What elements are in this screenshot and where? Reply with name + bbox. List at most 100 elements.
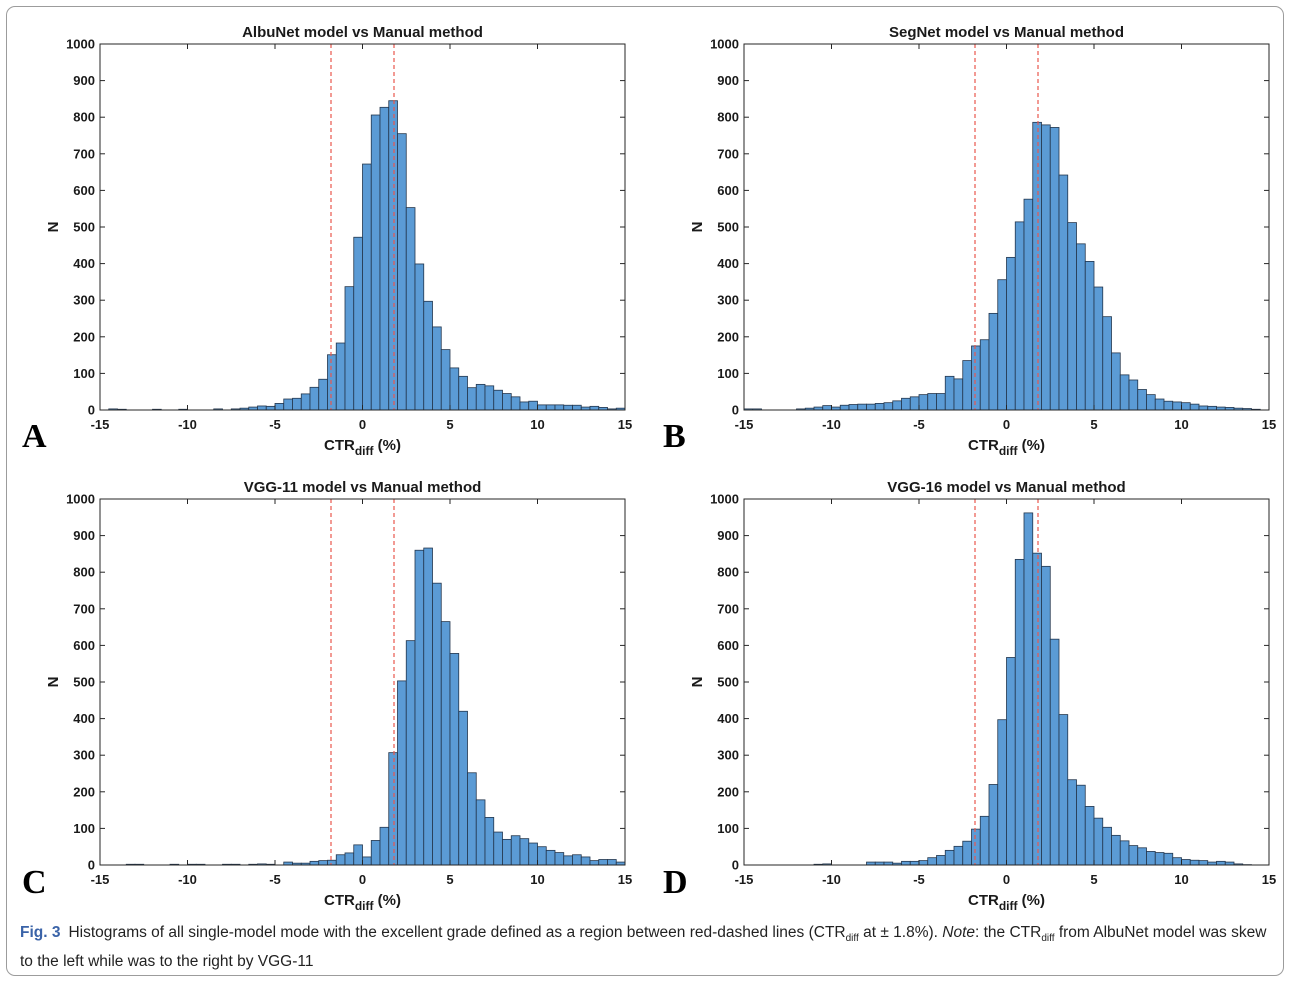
histogram-bar [1172,401,1182,411]
histogram-bar [1058,714,1069,866]
caption-text-3: : the CTR [975,924,1042,941]
histogram-bar [1181,859,1191,866]
histogram-bar [309,860,320,866]
histogram-bar [1041,124,1051,411]
y-tick-label: 0 [88,403,95,418]
y-tick-label: 700 [73,146,95,161]
x-tick-label: 10 [530,872,544,887]
histogram-bar [1023,512,1034,866]
y-tick-label: 700 [73,601,95,616]
x-tick-label: -10 [178,872,197,887]
y-tick-label: 1000 [710,492,739,507]
x-tick-label: -5 [269,872,281,887]
histogram-bar [423,300,433,411]
x-tick-label: 10 [530,417,544,432]
histogram-bar [572,854,582,866]
histogram-bar [440,349,451,411]
y-tick-label: 200 [73,329,95,344]
histogram-bar [1084,261,1095,411]
chart-title: VGG-11 model vs Manual method [244,479,482,496]
x-tick-label: -5 [913,417,925,432]
plot-area-border [99,498,626,866]
histogram-bar [545,849,556,866]
histogram-bar [598,859,608,866]
y-tick-label: 300 [717,293,739,308]
histogram-bar [1181,402,1191,411]
histogram-bar [1146,851,1156,866]
histogram-bar [1058,174,1069,411]
panel-letter: D [663,864,688,901]
y-tick-label: 100 [73,366,95,381]
histogram-bar [874,403,885,411]
histogram-bar [528,842,538,866]
histogram-bar [944,375,955,411]
histogram-bar [901,860,911,866]
histogram-bar [971,345,981,411]
y-axis-label: N [689,677,706,688]
caption-text-4: from AlbuNet model was skew to the left … [20,924,1267,971]
histogram-bar [1216,860,1226,866]
histogram-bar [1032,552,1042,866]
histogram-bar [362,856,372,866]
histogram-bar [1041,565,1051,866]
histogram-bar [962,840,972,866]
histogram-bar [936,393,946,411]
histogram-bars [813,512,1252,866]
histogram-bar [397,680,407,866]
histogram-bar [1093,817,1104,866]
y-tick-label: 100 [73,821,95,836]
histogram-bar [857,403,867,411]
x-tick-label: 0 [1003,872,1010,887]
histogram-bar [1207,405,1217,411]
histogram-bar [1093,286,1104,411]
histogram-bar [545,404,556,411]
y-tick-label: 300 [73,293,95,308]
y-tick-label: 200 [717,784,739,799]
x-tick-label: -10 [822,872,841,887]
chart-title: VGG-16 model vs Manual method [887,479,1125,496]
caption-text-2: at ± 1.8%). [858,924,943,941]
histogram-bar [493,831,503,866]
x-tick-label: 15 [618,417,632,432]
panel-letter: A [22,418,47,455]
histogram-bar [1049,638,1060,866]
histogram-bar [1006,256,1016,411]
y-tick-label: 900 [717,528,739,543]
x-tick-label: 15 [1262,417,1276,432]
histogram-bar [1067,222,1077,411]
histogram-bar [572,404,582,411]
histogram-bar [1198,860,1209,866]
histogram-bar [327,859,337,866]
histogram-bar [405,640,416,866]
y-tick-label: 600 [73,183,95,198]
histogram-bar [414,263,425,411]
histogram-bar [335,854,346,866]
histogram-bar [510,396,521,411]
chart-title: AlbuNet model vs Manual method [242,24,483,41]
y-tick-label: 500 [717,220,739,235]
histogram-bar [432,582,442,866]
x-tick-label: 10 [1174,872,1188,887]
x-tick-label: 5 [446,417,453,432]
y-tick-label: 500 [717,675,739,690]
histogram-bar [1119,374,1130,411]
y-tick-label: 300 [717,748,739,763]
y-tick-label: 1000 [66,492,95,507]
histogram-bar [467,772,477,866]
histogram-bar [1014,221,1025,411]
histogram-bar [580,856,591,866]
histogram-bar [458,375,468,411]
histogram-bar [274,403,285,411]
histogram-bar [292,397,302,411]
x-axis-label-suffix: (%) [1017,892,1045,909]
histogram-bar [327,354,337,411]
x-tick-label: 0 [1003,417,1010,432]
histogram-bar [554,404,565,411]
y-tick-label: 400 [73,711,95,726]
histogram-bar [388,752,398,866]
y-tick-label: 200 [73,784,95,799]
histogram-bar [944,849,955,866]
histogram-bar [892,400,902,411]
